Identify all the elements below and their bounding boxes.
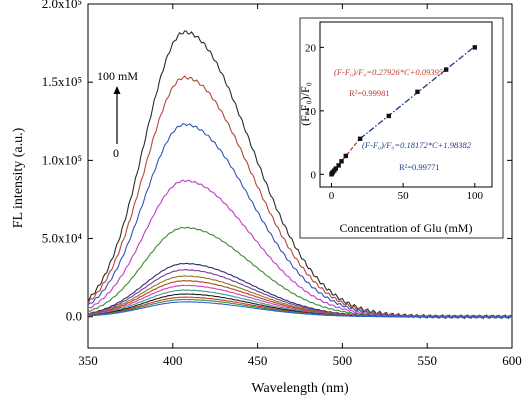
fit-high-r2: R²=0.99771 [399,162,440,172]
inset-data-point [472,45,477,50]
main-y-axis-title: FL intensity (a.u.) [11,127,26,228]
inset-axis-ticks: 0 50 100 0 10 20 [305,42,484,202]
inset-data-point [443,67,449,72]
inset-background [299,17,504,239]
spectrum-line [87,226,513,318]
main-y-tick-label: 5.0x10⁴ [42,231,83,246]
spectrum-line [87,301,513,318]
main-x-tick-label: 500 [333,353,353,368]
inset-y-axis-title: (F-F₀)/F₀ [298,82,312,126]
inset-data-points [329,45,477,177]
concentration-arrow-annotation: 100 mM 0 [97,69,138,160]
fit-low-r2: R²=0.99981 [349,88,390,98]
main-spectra-series [87,30,513,320]
inset-y-tick-label: 20 [305,42,317,54]
main-x-tick-label: 550 [417,353,437,368]
main-plot-frame [87,3,513,349]
inset-data-point [339,159,344,164]
arrow-head [113,86,121,94]
inset-x-tick-label: 50 [398,190,410,202]
inset-y-tick-label: 10 [305,106,317,118]
main-y-tick-label: 2.0x10⁵ [42,0,82,11]
inset-data-point [333,166,338,171]
inset-plot-frame [319,21,493,188]
inset-x-axis-title: Concentration of Glu (mM) [340,221,473,235]
inset-x-tick-label: 0 [329,190,335,202]
fit-high-equation: (F-F₀)/F₀=0.18172*C+1.98382 [362,140,472,150]
main-x-tick-label: 450 [248,353,268,368]
main-y-tick-label: 1.0x10⁵ [42,152,82,167]
inset-data-point [386,113,391,119]
main-x-axis-title: Wavelength (nm) [251,381,349,396]
arrow-bottom-label: 0 [113,146,119,160]
inset-data-point [415,89,420,95]
inset-data-point [336,163,341,168]
main-x-tick-label: 400 [163,353,183,368]
inset-data-point [343,153,348,159]
inset-data-point [357,136,363,141]
inset-x-tick-label: 100 [467,190,484,202]
main-axis-ticks: 350 400 450 500 550 6000.05.0x10⁴1.0x10⁵1.5x1… [42,0,522,368]
main-y-tick-label: 0.0 [66,309,82,324]
main-x-tick-label: 350 [78,353,98,368]
inset-y-tick-label: 0 [311,169,317,181]
arrow-top-label: 100 mM [97,69,138,83]
main-x-tick-label: 600 [502,353,522,368]
main-y-tick-label: 1.5x10⁵ [42,74,82,89]
fit-low-equation: (F-F₀)/F₀=0.27926*C+0.09395 [334,67,443,77]
